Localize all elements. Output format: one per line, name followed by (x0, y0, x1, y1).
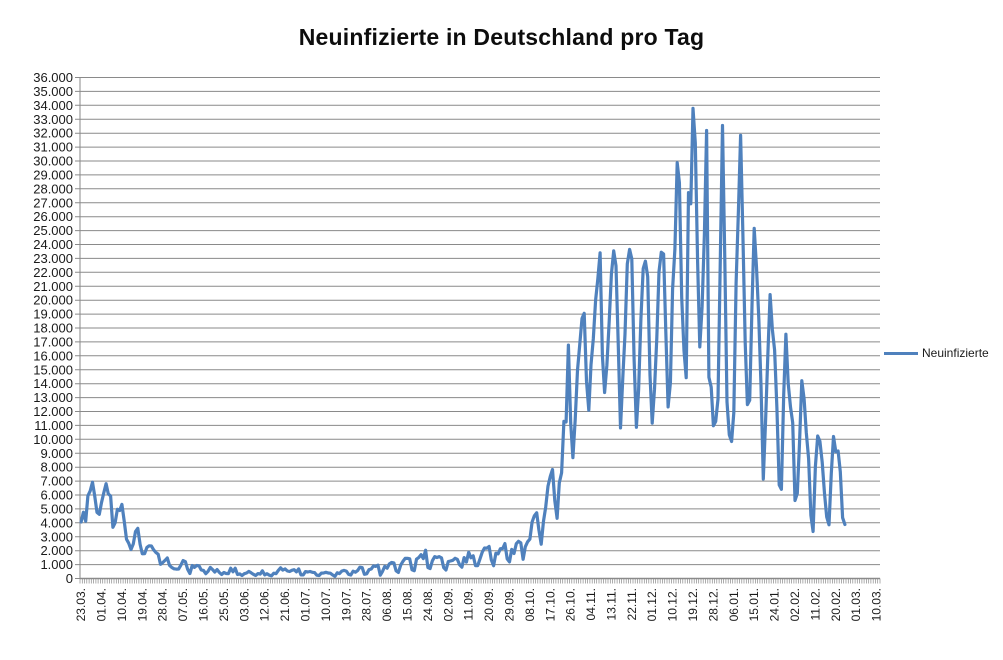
x-tick-label: 22.11. (625, 588, 639, 620)
y-tick-label: 36.000 (33, 70, 73, 85)
y-tick-label: 27.000 (33, 195, 73, 210)
y-tick-label: 22.000 (33, 265, 73, 280)
y-tick-label: 8.000 (40, 460, 73, 475)
y-tick-label: 11.000 (34, 418, 73, 433)
x-tick-label: 12.06. (258, 588, 272, 621)
y-tick-label: 12.000 (33, 404, 73, 419)
y-tick-label: 33.000 (33, 112, 73, 127)
x-tick-label: 01.04. (95, 588, 109, 621)
x-tick-label: 19.04. (135, 588, 149, 621)
x-tick-label: 16.05. (197, 588, 211, 621)
legend-line-swatch (884, 351, 918, 355)
y-tick-label: 6.000 (40, 488, 73, 503)
y-tick-label: 17.000 (33, 334, 73, 349)
y-tick-label: 20.000 (33, 293, 73, 308)
x-tick-label: 10.07. (319, 588, 333, 621)
y-tick-label: 35.000 (33, 84, 73, 99)
y-tick-label: 10.000 (33, 432, 73, 447)
legend-label: Neuinfizierte (922, 346, 989, 360)
x-tick-label: 17.10. (543, 588, 557, 621)
y-tick-label: 7.000 (40, 474, 73, 489)
y-tick-label: 25.000 (33, 223, 73, 238)
y-tick-label: 30.000 (33, 154, 73, 169)
x-tick-label: 20.02. (829, 588, 843, 621)
x-tick-label: 24.08. (421, 588, 435, 621)
x-tick-label: 02.09. (441, 588, 455, 621)
x-tick-label: 23.03. (74, 588, 88, 621)
x-tick-label: 25.05. (217, 588, 231, 621)
x-tick-label: 03.06. (237, 588, 251, 621)
x-tick-label: 06.08. (380, 588, 394, 621)
y-tick-label: 21.000 (33, 279, 73, 294)
axes (79, 77, 880, 580)
y-axis-labels: 01.0002.0003.0004.0005.0006.0007.0008.00… (33, 70, 73, 586)
y-tick-label: 23.000 (33, 251, 73, 266)
y-tick-label: 26.000 (33, 209, 73, 224)
x-tick-label: 10.12. (666, 588, 680, 621)
x-tick-label: 10.03. (870, 588, 884, 621)
x-axis-ticks (79, 578, 881, 584)
y-tick-label: 32.000 (33, 126, 73, 141)
y-tick-label: 18.000 (33, 321, 73, 336)
x-tick-label: 26.10. (564, 588, 578, 621)
x-tick-label: 01.03. (849, 588, 863, 621)
y-tick-label: 0 (66, 571, 73, 586)
gridlines (75, 77, 880, 579)
y-tick-label: 34.000 (33, 98, 73, 113)
series-line-neuinfizierte (79, 106, 847, 578)
x-tick-label: 15.08. (401, 588, 415, 621)
legend: Neuinfizierte (884, 346, 989, 360)
y-tick-label: 5.000 (40, 501, 73, 516)
x-tick-label: 28.04. (156, 588, 170, 621)
x-tick-label: 19.12. (686, 588, 700, 621)
x-tick-label: 11.09. (462, 588, 476, 620)
x-tick-label: 24.01. (768, 588, 782, 621)
x-tick-label: 04.11. (584, 588, 598, 620)
y-tick-label: 31.000 (33, 140, 73, 155)
x-tick-label: 07.05. (176, 588, 190, 621)
y-tick-label: 24.000 (33, 237, 73, 252)
y-tick-label: 29.000 (33, 167, 73, 182)
x-tick-label: 19.07. (339, 588, 353, 621)
y-tick-label: 13.000 (33, 390, 73, 405)
x-tick-label: 28.07. (360, 588, 374, 621)
x-tick-label: 11.02. (808, 588, 822, 620)
y-tick-label: 3.000 (40, 529, 73, 544)
x-tick-label: 01.07. (299, 588, 313, 621)
x-tick-label: 01.12. (645, 588, 659, 621)
x-tick-label: 28.12. (706, 588, 720, 621)
x-tick-label: 15.01. (747, 588, 761, 621)
x-axis-labels: 23.03. 01.04. 10.04. 19.04. 28.04. 07.05. 16.0… (74, 588, 884, 621)
x-tick-label: 10.04. (115, 588, 129, 621)
y-tick-label: 14.000 (33, 376, 73, 391)
y-tick-label: 9.000 (40, 446, 73, 461)
y-tick-label: 15.000 (33, 362, 73, 377)
y-tick-label: 2.000 (40, 543, 73, 558)
y-tick-label: 16.000 (33, 348, 73, 363)
y-tick-label: 1.000 (40, 557, 73, 572)
y-tick-label: 19.000 (33, 307, 73, 322)
chart-title: Neuinfizierte in Deutschland pro Tag (298, 24, 705, 50)
x-tick-label: 21.06. (278, 588, 292, 621)
x-tick-label: 02.02. (788, 588, 802, 621)
x-tick-label: 13.11. (604, 588, 618, 620)
x-tick-label: 06.01. (727, 588, 741, 621)
x-tick-label: 08.10. (523, 588, 537, 621)
y-tick-label: 4.000 (40, 515, 73, 530)
x-tick-label: 20.09. (482, 588, 496, 621)
y-tick-label: 28.000 (33, 181, 73, 196)
x-tick-label: 29.09. (503, 588, 517, 621)
